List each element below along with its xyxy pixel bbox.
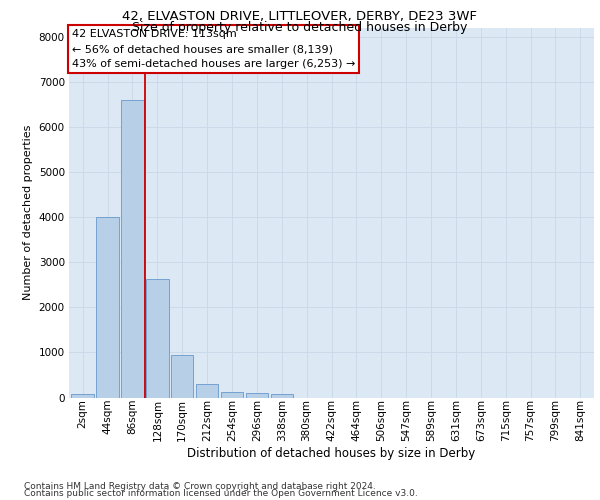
Y-axis label: Number of detached properties: Number of detached properties bbox=[23, 125, 33, 300]
Bar bbox=[171, 354, 193, 398]
Bar bbox=[146, 280, 169, 398]
Bar bbox=[121, 100, 143, 398]
Bar bbox=[97, 217, 119, 398]
Bar bbox=[196, 384, 218, 398]
X-axis label: Distribution of detached houses by size in Derby: Distribution of detached houses by size … bbox=[187, 446, 476, 460]
Bar bbox=[221, 392, 243, 398]
Bar bbox=[71, 394, 94, 398]
Text: Size of property relative to detached houses in Derby: Size of property relative to detached ho… bbox=[133, 21, 467, 34]
Bar bbox=[245, 394, 268, 398]
Text: 42, ELVASTON DRIVE, LITTLEOVER, DERBY, DE23 3WF: 42, ELVASTON DRIVE, LITTLEOVER, DERBY, D… bbox=[122, 10, 478, 23]
Text: Contains HM Land Registry data © Crown copyright and database right 2024.: Contains HM Land Registry data © Crown c… bbox=[24, 482, 376, 491]
Text: Contains public sector information licensed under the Open Government Licence v3: Contains public sector information licen… bbox=[24, 489, 418, 498]
Bar bbox=[271, 394, 293, 398]
Text: 42 ELVASTON DRIVE: 113sqm
← 56% of detached houses are smaller (8,139)
43% of se: 42 ELVASTON DRIVE: 113sqm ← 56% of detac… bbox=[71, 30, 355, 69]
